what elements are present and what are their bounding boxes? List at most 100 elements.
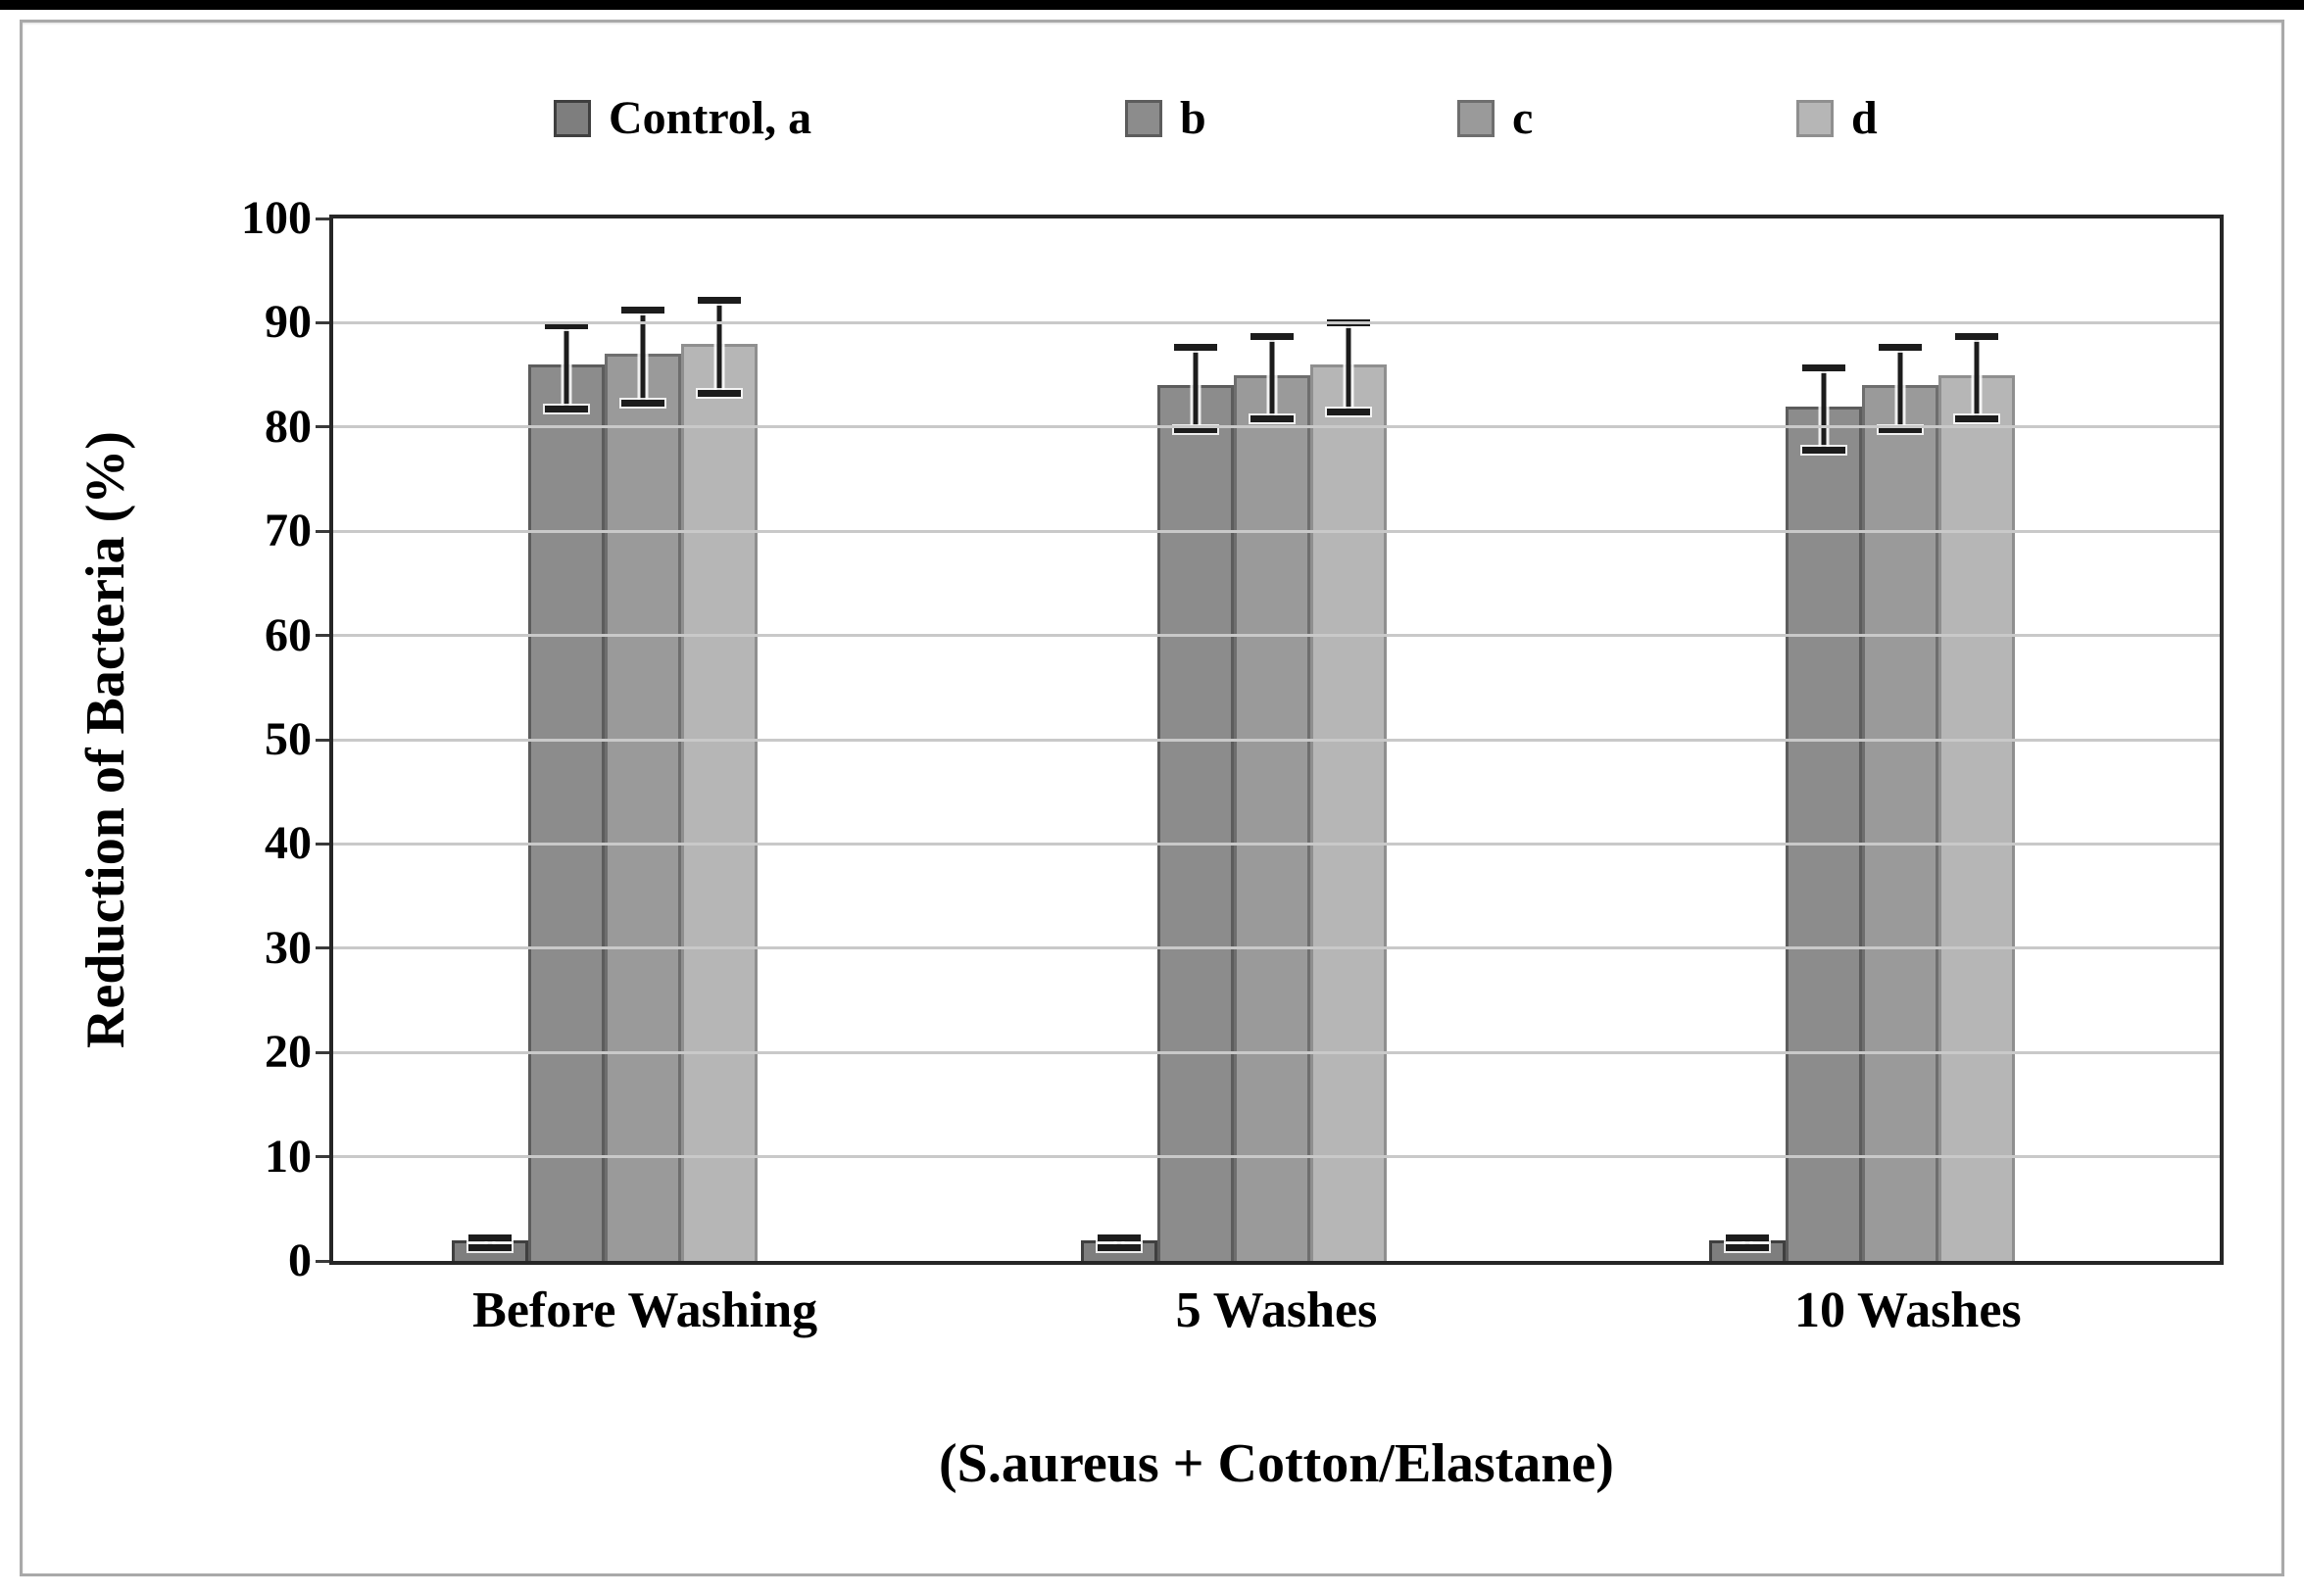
x-category-label-1: Before Washing [472, 1282, 818, 1338]
error-bar [1821, 366, 1827, 452]
error-bar-cap-top [1173, 343, 1217, 351]
y-tick-label-60: 60 [265, 608, 312, 661]
error-bar-cap-bottom [1879, 425, 1923, 433]
y-axis-tick-labels: 0 10 20 30 40 50 60 70 80 90 100 [0, 193, 312, 1286]
y-tick-mark-70 [316, 529, 329, 533]
bar-control-a-3 [1709, 1234, 1787, 1261]
error-bar-cap-bottom [1097, 1244, 1141, 1252]
error-bar-cap-bottom [621, 400, 664, 408]
x-category-label-3: 10 Washes [1793, 1282, 2022, 1338]
legend-swatch-icon [1796, 100, 1834, 137]
error-bar-cap-top [468, 1234, 512, 1242]
error-bar [1346, 322, 1351, 412]
error-bar [640, 310, 646, 405]
chart-legend: Control, a b c d [0, 84, 2304, 153]
error-bar-cap-top [545, 322, 588, 330]
gridline-90 [333, 320, 2220, 324]
error-bar [1897, 346, 1903, 430]
error-bar [564, 325, 569, 410]
bar-c-2 [1233, 333, 1310, 1261]
error-bar-cap-bottom [1726, 1244, 1770, 1252]
bar-group-1 [333, 218, 962, 1261]
gridline-30 [333, 946, 2220, 950]
y-tick-mark-20 [316, 1050, 329, 1054]
error-bar-cap-top [698, 296, 741, 304]
x-axis-title: (S.aureus + Cotton/Elastane) [939, 1433, 1614, 1494]
gridline-20 [333, 1050, 2220, 1054]
error-bar-cap-bottom [1326, 408, 1370, 415]
y-tick-mark-80 [316, 425, 329, 429]
legend-item-3: c [1457, 84, 1533, 153]
y-tick-mark-0 [316, 1259, 329, 1263]
error-bar-cap-top [1955, 333, 1999, 341]
bar-control-a-1 [452, 1234, 528, 1261]
error-bar-cap-bottom [1173, 425, 1217, 433]
y-tick-label-10: 10 [265, 1130, 312, 1183]
y-tick-label-30: 30 [265, 921, 312, 974]
bar-d-2 [1309, 319, 1387, 1261]
bar-b-1 [528, 322, 605, 1261]
error-bar-cap-top [1879, 343, 1923, 351]
bar-group-2 [962, 218, 1592, 1261]
legend-swatch-icon [1457, 100, 1495, 137]
plot-area [316, 215, 2224, 1265]
y-tick-mark-10 [316, 1155, 329, 1159]
y-tick-label-80: 80 [265, 400, 312, 453]
legend-item-2: b [1125, 84, 1206, 153]
gridline-40 [333, 842, 2220, 846]
top-border-strip [0, 0, 2304, 10]
gridline-80 [333, 425, 2220, 429]
bar-b-2 [1156, 343, 1234, 1261]
bar-groups [333, 218, 2220, 1261]
y-tick-mark-100 [316, 217, 329, 220]
figure-frame [20, 20, 2284, 1576]
error-bar-cap-top [1802, 363, 1846, 371]
y-tick-label-70: 70 [265, 505, 312, 557]
y-tick-mark-50 [316, 738, 329, 742]
y-tick-label-90: 90 [265, 296, 312, 349]
error-bar-cap-top [621, 307, 664, 314]
y-tick-label-50: 50 [265, 713, 312, 765]
legend-item-4: d [1796, 84, 1878, 153]
legend-label: d [1851, 92, 1878, 144]
bar-d-1 [681, 296, 758, 1261]
bar-d-3 [1938, 333, 2016, 1261]
y-tick-label-100: 100 [241, 192, 312, 244]
error-bar-cap-bottom [698, 389, 741, 397]
legend-item-1: Control, a [554, 84, 811, 153]
bar-control-a-2 [1080, 1234, 1157, 1261]
error-bar-cap-top [1097, 1234, 1141, 1242]
error-bar [1974, 336, 1980, 420]
error-bar-cap-bottom [1250, 415, 1294, 423]
y-tick-mark-30 [316, 946, 329, 950]
error-bar-cap-top [1726, 1234, 1770, 1242]
legend-label: Control, a [609, 92, 812, 144]
error-bar [487, 1237, 493, 1249]
error-bar [1269, 336, 1275, 420]
y-tick-label-40: 40 [265, 817, 312, 870]
bar-c-1 [605, 307, 681, 1261]
error-bar [1116, 1237, 1122, 1249]
gridline-10 [333, 1155, 2220, 1159]
error-bar [1744, 1237, 1750, 1249]
gridline-60 [333, 634, 2220, 638]
y-tick-label-0: 0 [288, 1234, 312, 1286]
gridline-70 [333, 529, 2220, 533]
legend-label: c [1512, 92, 1534, 144]
legend-swatch-icon [1125, 100, 1162, 137]
legend-swatch-icon [554, 100, 591, 137]
legend-label: b [1180, 92, 1206, 144]
y-tick-mark-40 [316, 842, 329, 846]
error-bar-cap-bottom [545, 405, 588, 412]
error-bar-cap-bottom [1802, 447, 1846, 455]
x-axis-category-labels: Before Washing 5 Washes 10 Washes [329, 1282, 2224, 1339]
y-tick-label-20: 20 [265, 1026, 312, 1079]
error-bar-cap-top [1250, 333, 1294, 341]
bar-c-3 [1862, 343, 1939, 1261]
error-bar [716, 299, 722, 394]
error-bar-cap-bottom [1955, 415, 1999, 423]
y-tick-mark-90 [316, 320, 329, 324]
x-category-label-2: 5 Washes [1175, 1282, 1378, 1338]
error-bar [1193, 346, 1199, 430]
